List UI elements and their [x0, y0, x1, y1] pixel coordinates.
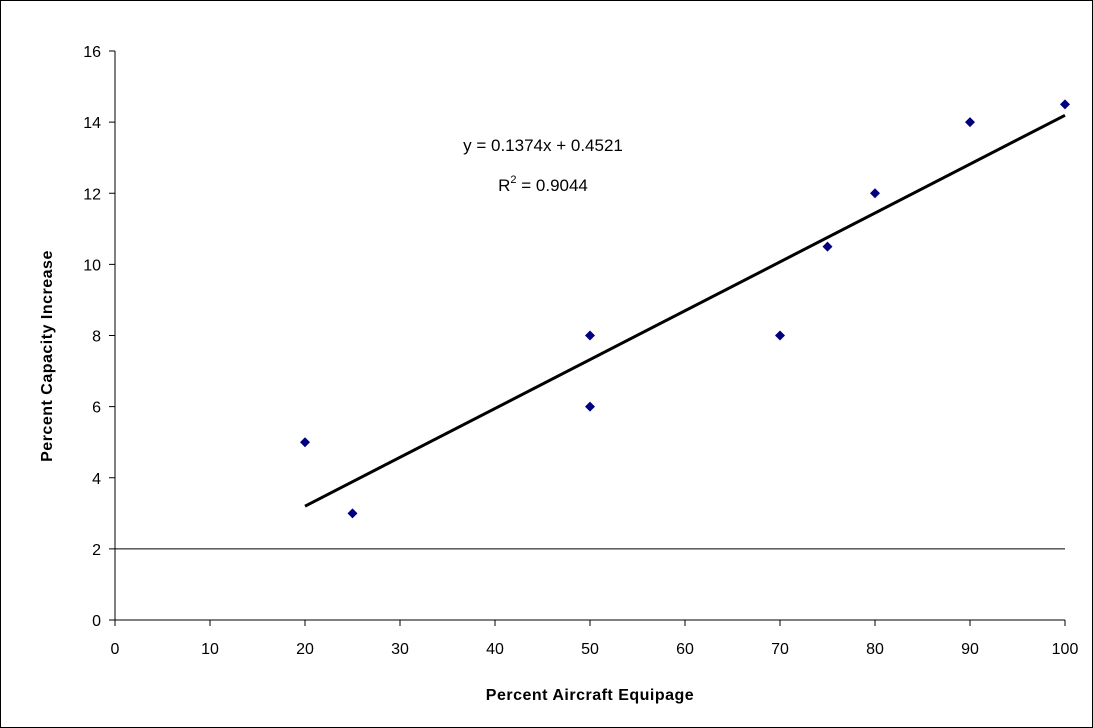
y-tick-label: 2: [92, 542, 101, 559]
r2-suffix: = 0.9044: [517, 176, 588, 195]
x-axis-title: Percent Aircraft Equipage: [486, 687, 694, 704]
y-tick-label: 6: [92, 400, 101, 417]
data-point: [965, 117, 975, 128]
x-tick-label: 0: [111, 641, 120, 658]
x-tick-label: 60: [676, 641, 694, 658]
data-point: [300, 437, 310, 448]
data-point: [585, 330, 595, 341]
x-tick-label: 80: [866, 641, 884, 658]
x-tick-label: 40: [486, 641, 504, 658]
x-tick-label: 70: [771, 641, 789, 658]
data-points: [300, 99, 1070, 519]
trendline: [304, 113, 1066, 508]
x-tick-label: 90: [961, 641, 979, 658]
y-tick-label: 8: [92, 329, 101, 346]
y-tick-label: 4: [92, 471, 101, 488]
axes: [109, 50, 1066, 626]
trendline-r-squared: R2 = 0.9044: [498, 174, 588, 195]
r2-prefix: R: [498, 176, 510, 195]
r2-superscript: 2: [510, 174, 516, 186]
y-axis-title: Percent Capacity Increase: [39, 250, 56, 462]
data-point: [870, 188, 880, 199]
trendline-equation: y = 0.1374x + 0.4521: [463, 136, 623, 155]
x-tick-label: 10: [201, 641, 219, 658]
y-tick-label: 0: [92, 613, 101, 630]
data-point: [775, 330, 785, 341]
y-tick-label: 10: [83, 257, 101, 274]
data-point: [822, 241, 833, 252]
x-tick-label: 50: [581, 641, 599, 658]
data-point: [585, 401, 595, 412]
y-tick-label: 14: [83, 115, 101, 132]
data-point: [1060, 99, 1070, 110]
y-tick-label: 16: [83, 44, 101, 61]
tick-labels: 0 2 4 6 8 10 12 14 16 0 10 20 30 40 50 60 70 80 90 100: [83, 44, 1078, 658]
data-point: [347, 508, 358, 519]
trendline-group: [304, 113, 1066, 508]
x-tick-label: 20: [296, 641, 314, 658]
x-tick-label: 30: [391, 641, 409, 658]
x-tick-label: 100: [1052, 641, 1079, 658]
y-tick-label: 12: [83, 186, 101, 203]
